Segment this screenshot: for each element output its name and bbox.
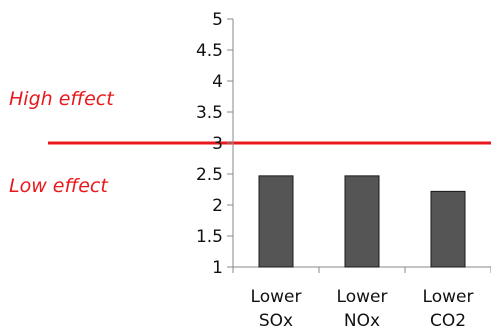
y-tick-label: 1.5 (196, 227, 223, 247)
y-tick-label: 3.5 (196, 103, 223, 123)
bar (430, 190, 466, 268)
x-category-label: Lower (251, 287, 302, 307)
y-tick-label: 4.5 (196, 41, 223, 61)
x-category-label: CO2 (430, 311, 466, 331)
high-effect-annotation: High effect (9, 88, 115, 110)
x-category-label: NOx (344, 311, 380, 331)
x-category-label: SOx (259, 311, 293, 331)
x-category-label: Lower (337, 287, 388, 307)
y-tick-label: 4 (212, 72, 223, 92)
x-category-label: Lower (423, 287, 474, 307)
y-tick-label: 2.5 (196, 165, 223, 185)
y-tick-label: 3 (212, 134, 223, 154)
low-effect-annotation: Low effect (9, 175, 109, 197)
y-tick-label: 5 (212, 10, 223, 30)
y-tick-label: 2 (212, 196, 223, 216)
y-tick-label: 1 (212, 258, 223, 278)
bar (258, 175, 294, 268)
bar (344, 175, 380, 268)
